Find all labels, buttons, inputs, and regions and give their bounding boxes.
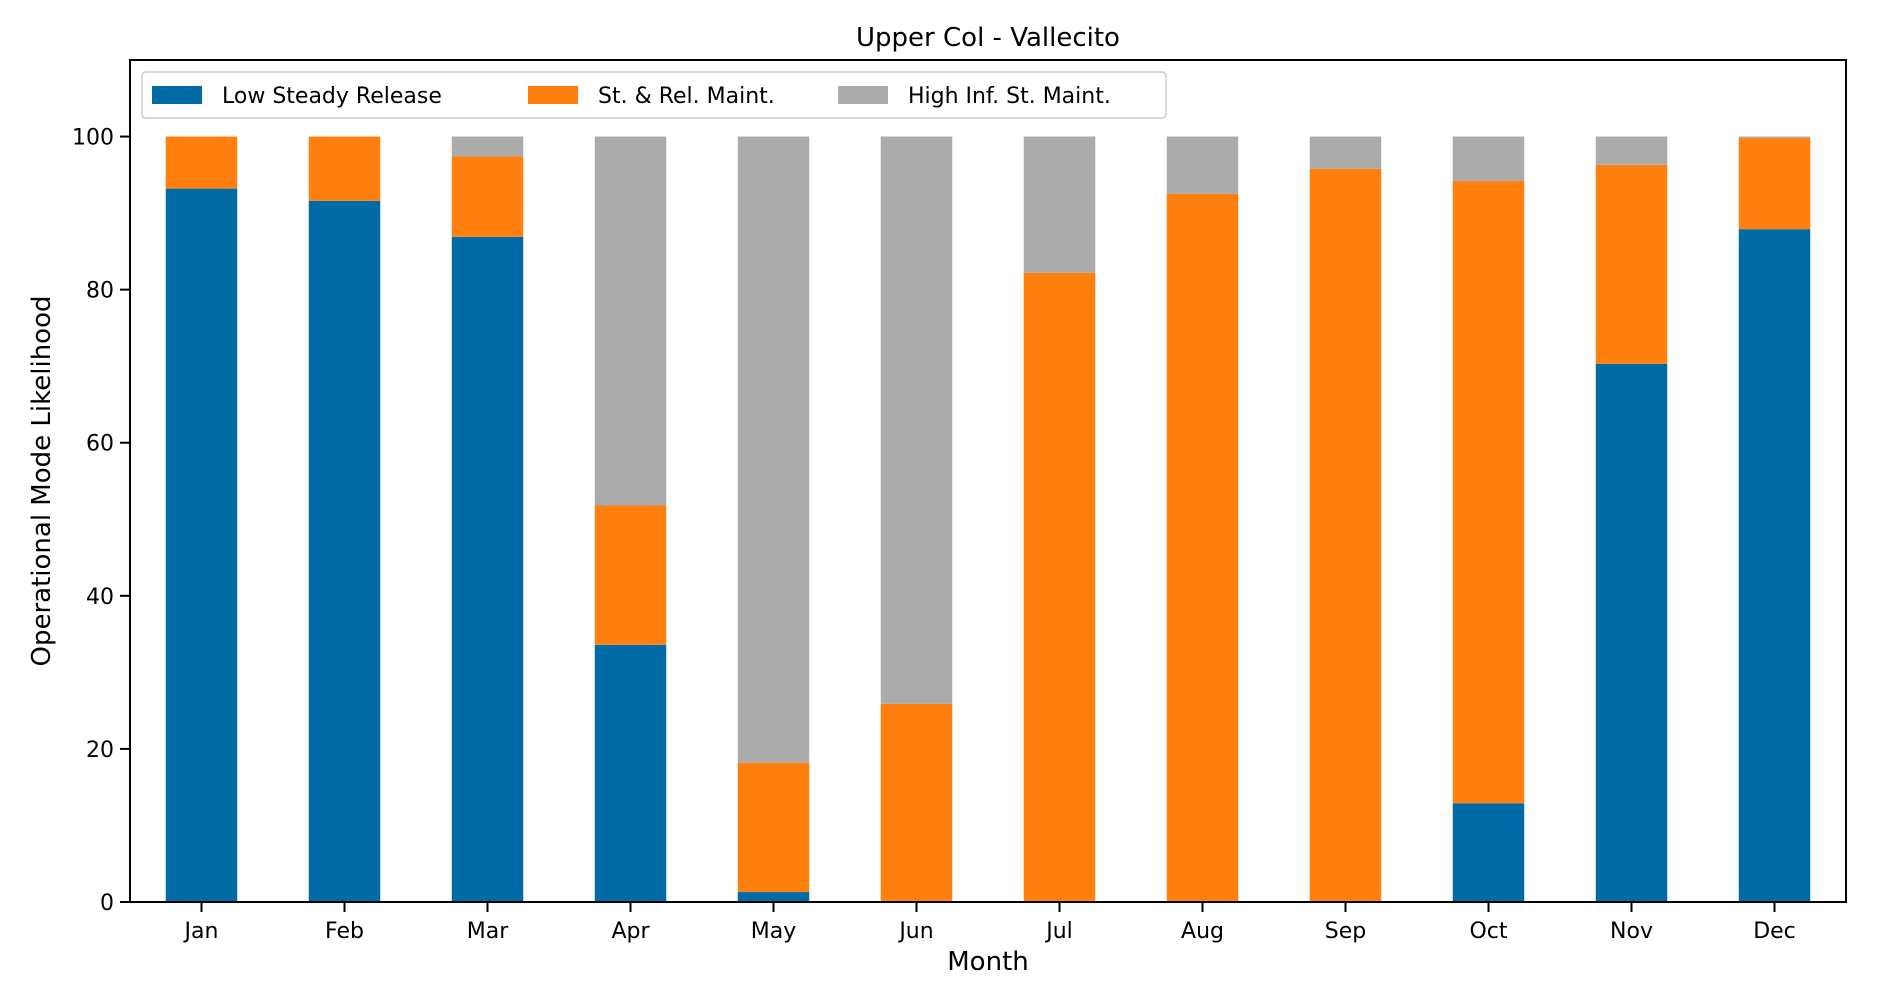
x-axis-title: Month [947, 947, 1029, 977]
y-tick-label: 60 [86, 432, 114, 457]
legend: Low Steady Release St. & Rel. Maint. High … [141, 71, 1167, 119]
bar-dec-series-0 [1738, 229, 1811, 902]
x-tick-label: Aug [1181, 919, 1224, 944]
bar-feb-series-1 [308, 136, 381, 201]
bar-nov-series-1 [1595, 164, 1668, 364]
bar-sep-series-2 [1309, 136, 1382, 169]
x-tick-label: Nov [1610, 919, 1653, 944]
bar-oct-series-2 [1452, 136, 1525, 181]
bar-sep-series-1 [1309, 168, 1382, 902]
bar-aug-series-2 [1166, 136, 1239, 194]
bar-dec-series-1 [1738, 138, 1811, 230]
legend-label-2: High Inf. St. Maint. [908, 84, 1111, 109]
x-tick-label: Dec [1753, 919, 1796, 944]
x-tick-label: Jun [897, 919, 933, 944]
bar-nov-series-0 [1595, 363, 1668, 902]
bar-jun-series-2 [880, 136, 953, 704]
bar-mar-series-0 [451, 236, 524, 902]
bar-jul-series-1 [1023, 272, 1096, 902]
bar-oct-series-1 [1452, 180, 1525, 804]
bar-jul-series-2 [1023, 136, 1096, 273]
bar-apr-series-1 [594, 505, 667, 645]
axes-group: 0 20 40 60 80 100 Jan Feb Mar Apr May Jun Jul Aug Sep O… [72, 126, 1796, 944]
x-tick-label: Apr [611, 919, 650, 944]
legend-frame [141, 71, 1167, 119]
bar-jan-series-1 [165, 136, 238, 189]
bar-mar-series-2 [451, 136, 524, 157]
bar-feb-series-0 [308, 200, 381, 903]
x-tick-label: Sep [1325, 919, 1366, 944]
bar-dec-series-2 [1738, 136, 1811, 139]
legend-label-1: St. & Rel. Maint. [598, 84, 775, 109]
y-tick-label: 40 [86, 585, 114, 610]
plot-frame [129, 59, 1847, 903]
bar-may-series-0 [737, 892, 810, 902]
bar-apr-series-2 [594, 136, 667, 506]
x-tick-label: Feb [325, 919, 364, 944]
bars-group [165, 136, 1811, 903]
bar-oct-series-0 [1452, 803, 1525, 902]
bar-nov-series-2 [1595, 136, 1668, 165]
x-tick-label: Jan [183, 919, 219, 944]
y-axis-title: Operational Mode Likelihood [27, 296, 57, 667]
bar-jan-series-0 [165, 188, 238, 902]
bar-may-series-2 [737, 136, 810, 763]
bar-mar-series-1 [451, 156, 524, 237]
bar-aug-series-1 [1166, 193, 1239, 903]
y-tick-label: 0 [100, 891, 114, 916]
x-tick-label: Jul [1044, 919, 1073, 944]
bar-jun-series-1 [880, 703, 953, 902]
x-tick-label: Oct [1469, 919, 1507, 944]
chart-title: Upper Col - Vallecito [856, 23, 1120, 53]
y-tick-label: 80 [86, 279, 114, 304]
legend-swatch-0 [152, 86, 202, 104]
x-tick-label: May [751, 919, 796, 944]
y-tick-label: 20 [86, 738, 114, 763]
bar-apr-series-0 [594, 644, 667, 902]
legend-swatch-2 [838, 86, 888, 104]
bar-may-series-1 [737, 762, 810, 893]
x-tick-label: Mar [467, 919, 509, 944]
legend-swatch-1 [528, 86, 578, 104]
legend-label-0: Low Steady Release [222, 84, 442, 109]
y-tick-label: 100 [72, 126, 114, 151]
